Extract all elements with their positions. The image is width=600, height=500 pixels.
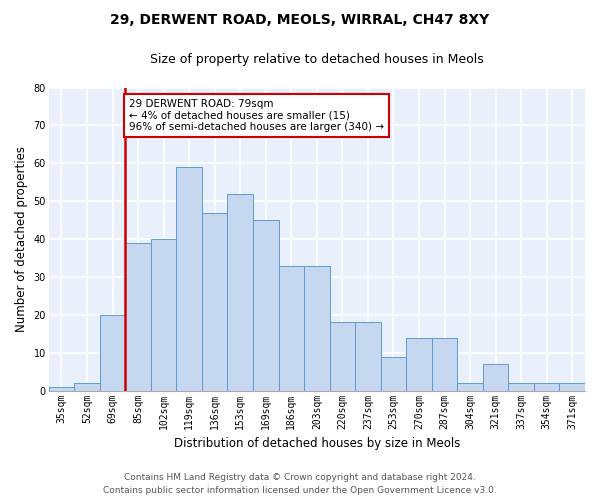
Bar xyxy=(559,383,585,390)
Title: Size of property relative to detached houses in Meols: Size of property relative to detached ho… xyxy=(150,52,484,66)
Bar xyxy=(49,387,74,390)
Bar xyxy=(278,266,304,390)
Bar xyxy=(202,212,227,390)
Text: 29, DERWENT ROAD, MEOLS, WIRRAL, CH47 8XY: 29, DERWENT ROAD, MEOLS, WIRRAL, CH47 8X… xyxy=(110,12,490,26)
Bar xyxy=(227,194,253,390)
Bar xyxy=(329,322,355,390)
Y-axis label: Number of detached properties: Number of detached properties xyxy=(15,146,28,332)
Bar xyxy=(534,383,559,390)
Bar xyxy=(253,220,278,390)
Bar xyxy=(100,315,125,390)
Bar xyxy=(355,322,380,390)
Text: Contains HM Land Registry data © Crown copyright and database right 2024.
Contai: Contains HM Land Registry data © Crown c… xyxy=(103,474,497,495)
Bar xyxy=(304,266,329,390)
Bar xyxy=(483,364,508,390)
Bar xyxy=(125,243,151,390)
Bar xyxy=(508,383,534,390)
Bar xyxy=(74,383,100,390)
Bar xyxy=(151,239,176,390)
Bar xyxy=(176,167,202,390)
Bar xyxy=(457,383,483,390)
Text: 29 DERWENT ROAD: 79sqm
← 4% of detached houses are smaller (15)
96% of semi-deta: 29 DERWENT ROAD: 79sqm ← 4% of detached … xyxy=(129,99,384,132)
Bar xyxy=(380,356,406,390)
Bar xyxy=(432,338,457,390)
Bar xyxy=(406,338,432,390)
X-axis label: Distribution of detached houses by size in Meols: Distribution of detached houses by size … xyxy=(173,437,460,450)
